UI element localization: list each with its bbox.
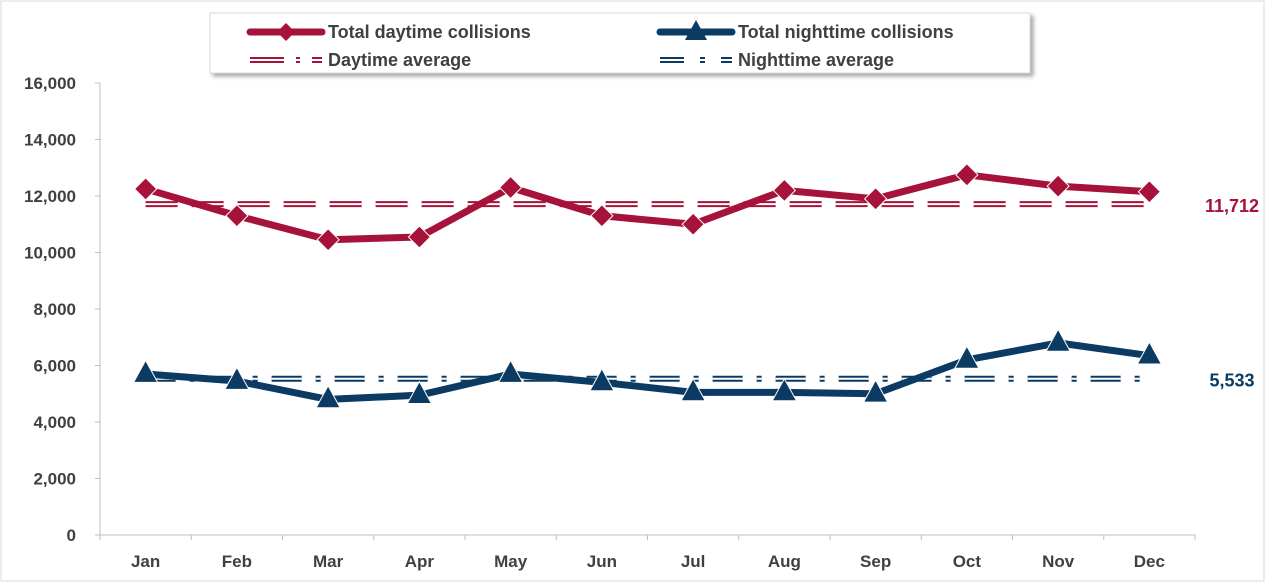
legend: Total daytime collisions Total nighttime … — [209, 12, 1031, 74]
x-tick-label: Sep — [860, 552, 891, 571]
data-point-triangle — [589, 367, 615, 392]
data-point-diamond — [133, 177, 158, 201]
average-lines — [145, 201, 1150, 382]
x-tick-label: Aug — [768, 552, 801, 571]
legend-item: Total daytime collisions — [246, 22, 531, 42]
data-point-triangle — [1045, 328, 1071, 352]
y-tick-label: 2,000 — [33, 470, 76, 489]
legend-label: Nighttime average — [738, 50, 894, 70]
series-line — [142, 171, 1153, 244]
legend-label: Daytime average — [328, 50, 471, 70]
legend-label: Total daytime collisions — [328, 22, 531, 42]
data-point-diamond — [407, 225, 432, 249]
legend-marker-diamond — [277, 23, 295, 41]
average-end-label: 5,533 — [1209, 371, 1254, 391]
x-tick-label: May — [494, 552, 528, 571]
data-point-diamond — [955, 163, 979, 187]
data-point-triangle — [680, 377, 706, 402]
x-tick-label: Dec — [1134, 552, 1165, 571]
data-point-triangle — [497, 359, 524, 383]
data-point-diamond — [772, 178, 797, 203]
data-point-triangle — [406, 380, 433, 405]
x-tick-label: Nov — [1042, 552, 1075, 571]
x-tick-label: Oct — [953, 552, 982, 571]
legend-label: Total nighttime collisions — [738, 22, 954, 42]
legend-item: Daytime average — [250, 50, 471, 70]
legend-item: Total nighttime collisions — [656, 20, 954, 42]
series-markers — [132, 163, 1163, 409]
x-tick-label: Mar — [313, 552, 344, 571]
data-point-diamond — [681, 212, 705, 236]
y-tick-label: 10,000 — [24, 244, 76, 263]
data-point-diamond — [225, 204, 249, 228]
y-tick-label: 16,000 — [24, 74, 76, 93]
x-tick-label: Jul — [681, 552, 706, 571]
y-tick-label: 14,000 — [24, 131, 76, 150]
data-point-triangle — [771, 377, 798, 402]
x-tick-label: Jan — [131, 552, 160, 571]
data-point-triangle — [315, 384, 341, 409]
legend-item: Nighttime average — [660, 50, 894, 70]
data-point-triangle — [224, 366, 250, 390]
y-tick-label: 12,000 — [24, 187, 76, 206]
data-point-diamond — [590, 204, 614, 228]
data-point-diamond — [1137, 180, 1162, 204]
data-point-diamond — [316, 228, 340, 252]
x-tick-label: Feb — [222, 552, 252, 571]
y-tick-label: 6,000 — [33, 357, 76, 376]
data-point-diamond — [498, 175, 523, 200]
series-lines — [142, 171, 1153, 403]
end-labels: 11,712 5,533 — [1205, 196, 1259, 391]
series-line — [142, 339, 1153, 403]
x-tick-label: Jun — [587, 552, 617, 571]
average-end-label: 11,712 — [1205, 196, 1259, 216]
legend-box — [209, 12, 1031, 74]
data-point-triangle — [862, 379, 889, 403]
data-point-triangle — [1136, 340, 1163, 365]
data-point-diamond — [1046, 174, 1070, 198]
y-tick-label: 0 — [67, 526, 76, 545]
x-tick-label: Apr — [405, 552, 435, 571]
y-tick-label: 4,000 — [33, 413, 76, 432]
data-point-diamond — [863, 187, 888, 211]
data-point-triangle — [132, 359, 159, 383]
data-point-triangle — [954, 345, 980, 369]
y-tick-label: 8,000 — [33, 300, 76, 319]
axes: 0 2,000 4,000 6,000 8,000 10,000 12,000 14,000 1… — [24, 74, 1196, 571]
legend-marker-triangle — [685, 20, 707, 40]
